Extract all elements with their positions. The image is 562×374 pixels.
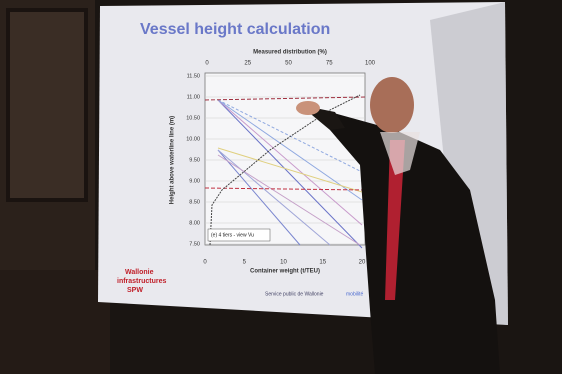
top-tick-label: 25	[244, 61, 251, 67]
x-axis-label: Container weight (t/TEU)	[250, 269, 320, 275]
logo: Wallonie	[125, 269, 154, 276]
y-tick-label: 11.50	[187, 73, 200, 79]
door-panel	[8, 10, 86, 200]
presenter-head	[370, 77, 414, 133]
x-tick-label: 10	[280, 260, 287, 266]
y-tick-label: 8.50	[189, 199, 200, 205]
presenter-hand	[296, 101, 320, 115]
x-tick-label: 15	[319, 260, 326, 266]
y-tick-label: 10.00	[186, 136, 200, 142]
photo: Vessel height calculation Measured distr…	[0, 0, 562, 374]
slide-title: Vessel height calculation	[140, 21, 330, 38]
top-axis-label: Measured distribution (%)	[253, 50, 327, 56]
top-tick-label: 50	[285, 61, 292, 67]
footer-text: Service public de Wallonie	[265, 291, 324, 297]
y-tick-label: 8.00	[189, 220, 200, 226]
y-tick-label: 10.50	[186, 115, 200, 121]
y-axis-label: Height above waterline line (m)	[170, 116, 176, 204]
logo: SPW	[127, 287, 143, 294]
y-tick-label: 9.50	[189, 157, 200, 163]
x-tick-label: 20	[359, 260, 366, 266]
top-tick-label: 100	[365, 61, 376, 67]
top-tick-label: 75	[326, 61, 333, 67]
legend-text: (e) 4 tiers - view Vu	[211, 232, 254, 238]
logo: infrastructures	[117, 278, 167, 285]
y-tick-label: 11.00	[187, 94, 200, 100]
y-tick-label: 9.00	[189, 178, 200, 184]
y-tick-label: 7.50	[189, 241, 200, 247]
footer-text: mobilité	[346, 291, 363, 297]
wall-lower	[0, 270, 110, 374]
